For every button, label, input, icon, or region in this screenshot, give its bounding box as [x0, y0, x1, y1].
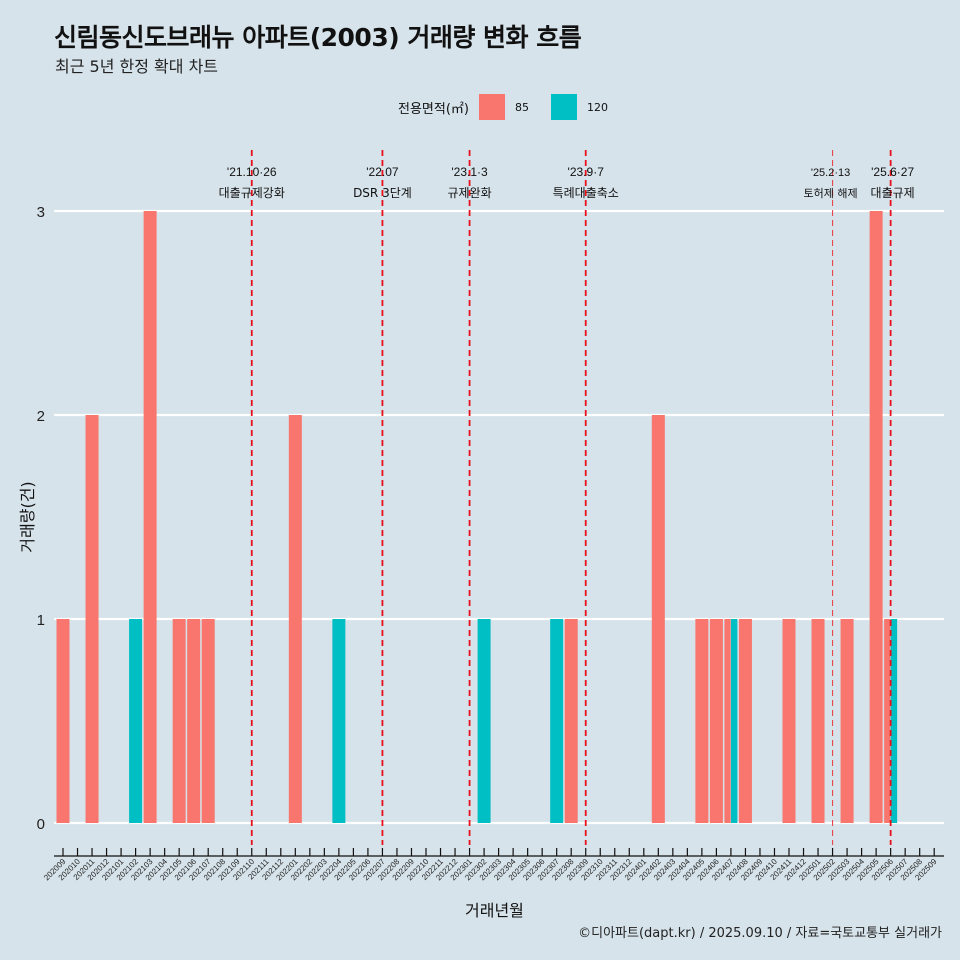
bar-85-202107	[201, 619, 215, 823]
event-date-label: '22.07	[366, 165, 399, 179]
legend-title: 전용면적(㎡)	[398, 101, 469, 117]
y-tick-label: 2	[37, 408, 45, 425]
bar-85-202411	[782, 619, 796, 823]
event-description-label: 대출규제	[871, 186, 915, 200]
legend-key-85	[478, 94, 505, 120]
legend-key-120	[550, 94, 577, 120]
event-description-label: 특례대출축소	[553, 186, 619, 200]
chart-title: 신림동신도브래뉴 아파트(2003) 거래량 변화 흐름	[54, 23, 582, 52]
bar-85-202505	[869, 211, 883, 823]
bar-85-202406	[709, 619, 723, 823]
bar-85-202408	[738, 619, 752, 823]
bar-85-202105	[172, 619, 186, 823]
bar-120-202307	[550, 619, 564, 823]
bar-85-202103	[143, 211, 157, 823]
event-description-label: 토허제 해제	[804, 186, 858, 200]
bar-85-202506	[884, 619, 891, 823]
bar-85-202201	[288, 415, 302, 823]
bar-85-202503	[840, 619, 854, 823]
bar-120-202302	[477, 619, 491, 823]
source-credit: ©디아파트(dapt.kr) / 2025.09.10 / 자료=국토교통부 실…	[578, 926, 942, 941]
bar-85-202501	[811, 619, 825, 823]
bar-120-202506	[890, 619, 898, 823]
y-tick-label: 0	[37, 816, 45, 833]
chart-subtitle: 최근 5년 한정 확대 차트	[55, 57, 219, 76]
event-description-label: 대출규제강화	[219, 186, 285, 200]
bar-85-202011	[85, 415, 99, 823]
legend: 전용면적(㎡) 85 120	[398, 93, 630, 121]
legend-label-85: 85	[514, 100, 529, 114]
bar-120-202204	[332, 619, 346, 823]
event-description-label: 규제완화	[447, 186, 491, 200]
bar-85-202405	[695, 619, 709, 823]
event-description-label: DSR 3단계	[353, 186, 412, 200]
y-tick-label: 1	[37, 612, 45, 629]
x-axis-title: 거래년월	[465, 901, 524, 920]
bar-120-202407	[730, 619, 738, 823]
bar-85-202407	[724, 619, 731, 823]
y-axis-title: 거래량(건)	[18, 481, 37, 552]
y-tick-label: 3	[37, 204, 45, 221]
event-date-label: '23.9·7	[568, 165, 605, 179]
legend-label-120: 120	[586, 100, 608, 114]
event-date-label: '25.6·27	[871, 165, 914, 179]
bar-85-202106	[187, 619, 201, 823]
bar-85-202308	[564, 619, 578, 823]
bar-85-202402	[651, 415, 665, 823]
event-date-label: '25.2·13	[811, 167, 850, 179]
event-date-label: '23.1·3	[451, 165, 488, 179]
event-date-label: '21.10·26	[227, 165, 277, 179]
bar-85-202009	[56, 619, 70, 823]
bar-120-202102	[129, 619, 143, 823]
